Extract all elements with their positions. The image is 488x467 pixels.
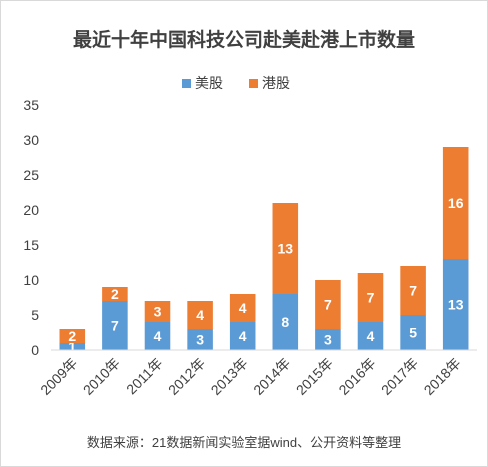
x-tick-label: 2016年 <box>335 355 378 398</box>
chart-title: 最近十年中国科技公司赴美赴港上市数量 <box>73 28 415 51</box>
x-tick-label: 2017年 <box>378 355 421 398</box>
bar-us-2012年 <box>187 329 213 350</box>
data-label: 7 <box>324 297 332 313</box>
bar-us-2013年 <box>229 322 256 350</box>
bar-us-2015年 <box>315 329 341 350</box>
data-label: 3 <box>154 304 162 320</box>
y-tick-label: 20 <box>23 202 39 218</box>
y-tick-label: 5 <box>31 307 39 323</box>
bar-us-2016年 <box>357 322 384 350</box>
bar-hk-2012年 <box>187 301 213 329</box>
data-label: 3 <box>324 332 332 348</box>
y-tick-label: 30 <box>23 132 39 148</box>
bar-hk-2011年 <box>144 301 171 322</box>
data-label: 16 <box>448 195 464 211</box>
data-label: 4 <box>196 307 204 323</box>
data-label: 4 <box>239 300 247 316</box>
data-label: 13 <box>278 241 294 257</box>
y-tick-label: 15 <box>23 237 39 253</box>
data-label: 1 <box>68 339 76 355</box>
x-tick-label: 2014年 <box>250 355 293 398</box>
bar-us-2010年 <box>102 301 128 350</box>
data-label: 3 <box>196 332 204 348</box>
data-label: 7 <box>367 290 375 306</box>
source-note: 数据来源：21数据新闻实验室据wind、公开资料等整理 <box>87 435 401 450</box>
data-label: 4 <box>239 328 247 344</box>
bar-hk-2016年 <box>357 273 384 322</box>
legend-swatch-us <box>182 79 191 88</box>
data-label: 4 <box>154 328 162 344</box>
x-tick-label: 2011年 <box>123 355 166 398</box>
x-tick-label: 2010年 <box>80 355 123 398</box>
y-axis: 0 5 10 15 20 25 30 35 <box>23 97 39 358</box>
data-label: 8 <box>281 314 289 330</box>
bar-hk-2018年 <box>442 147 469 259</box>
bar-hk-2014年 <box>272 203 299 294</box>
x-axis: 2009年 2010年 2011年 2012年 2013年 2014年 2015年 2016年… <box>37 355 464 398</box>
data-label: 5 <box>409 325 417 341</box>
x-tick-label: 2012年 <box>165 355 208 398</box>
data-label: 7 <box>111 318 119 334</box>
bar-us-2014年 <box>272 294 299 350</box>
bar-us-2017年 <box>400 315 426 350</box>
x-tick-label: 2015年 <box>293 355 336 398</box>
legend: 美股 港股 <box>182 75 290 91</box>
y-tick-label: 25 <box>23 167 39 183</box>
data-label: 2 <box>111 286 119 302</box>
data-label: 7 <box>409 283 417 299</box>
bar-hk-2009年 <box>59 329 86 343</box>
bar-hk-2015年 <box>315 280 341 329</box>
y-tick-label: 35 <box>23 97 39 113</box>
y-tick-label: 0 <box>31 342 39 358</box>
data-label: 2 <box>68 328 76 344</box>
bar-us-2009年 <box>59 343 86 350</box>
bar-us-2011年 <box>144 322 171 350</box>
x-tick-label: 2018年 <box>421 355 464 398</box>
bar-hk-2017年 <box>400 266 426 315</box>
data-label: 13 <box>448 297 464 313</box>
legend-label-hk: 港股 <box>262 75 290 91</box>
y-tick-label: 10 <box>23 272 39 288</box>
x-tick-label: 2009年 <box>37 355 80 398</box>
legend-swatch-hk <box>249 79 258 88</box>
bar-hk-2013年 <box>229 294 256 322</box>
bar-us-2018年 <box>442 259 469 350</box>
bar-hk-2010年 <box>102 287 128 301</box>
data-label: 4 <box>367 328 375 344</box>
legend-label-us: 美股 <box>195 75 223 91</box>
x-tick-label: 2013年 <box>208 355 251 398</box>
